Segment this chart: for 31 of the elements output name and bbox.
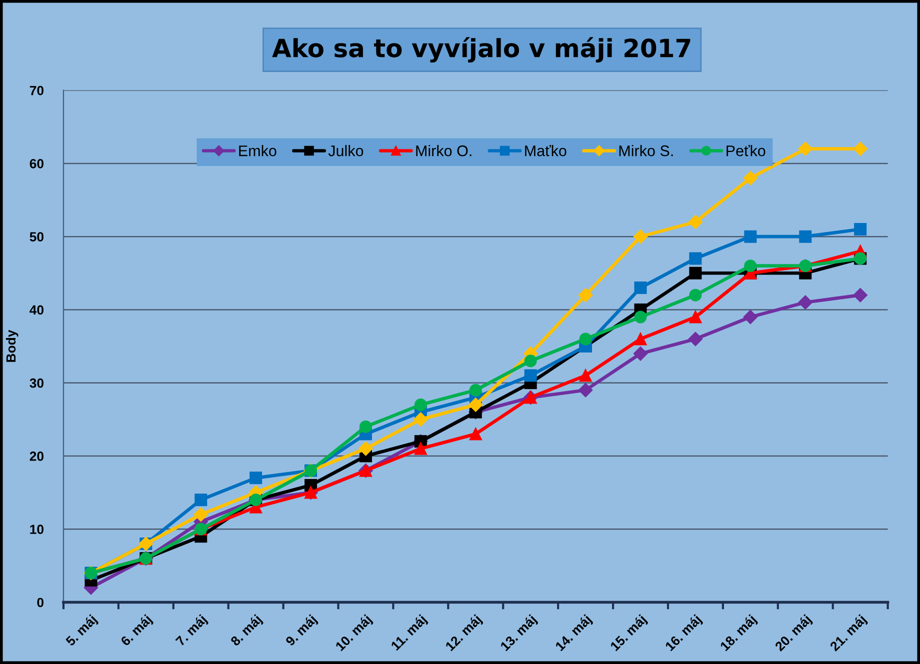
- y-tick-label: 60: [30, 159, 44, 168]
- x-tick-label: 7. máj: [174, 614, 209, 648]
- x-tick-label: 21. máj: [829, 614, 868, 654]
- legend-label: Maťko: [525, 144, 566, 156]
- x-tick-label: 10. máj: [334, 614, 374, 654]
- x-tick-label: 11. máj: [390, 614, 429, 653]
- y-tick-label: 70: [30, 86, 44, 96]
- y-tick-label: 20: [30, 452, 44, 461]
- x-tick-label: 13. máj: [500, 614, 539, 654]
- y-tick-label: 10: [30, 524, 44, 534]
- legend-label: Mirko O.: [416, 145, 472, 156]
- x-tick-label: 8. máj: [230, 614, 264, 648]
- x-tick-label: 16. máj: [664, 614, 704, 654]
- y-tick-label: 0: [37, 598, 44, 608]
- legend-label: Mirko S.: [619, 145, 673, 156]
- x-tick-label: 9. máj: [284, 614, 319, 648]
- y-axis-title: Body: [6, 330, 18, 362]
- y-tick-label: 40: [30, 305, 44, 315]
- y-tick-label: 50: [30, 232, 44, 242]
- legend-label: Emko: [239, 145, 276, 156]
- legend-label: Peťko: [726, 144, 766, 156]
- legend-label: Julko: [328, 145, 364, 156]
- y-tick-label: 30: [30, 378, 44, 388]
- x-tick-label: 18. máj: [719, 614, 759, 654]
- x-tick-label: 20. máj: [774, 614, 814, 654]
- x-tick-label: 5. máj: [64, 614, 100, 648]
- x-tick-label: 12. máj: [444, 614, 484, 654]
- x-tick-label: 15. máj: [609, 614, 649, 654]
- chart-title: Ako sa to vyvíjalo v máji 2017: [272, 37, 690, 62]
- x-tick-label: 6. máj: [120, 614, 154, 648]
- x-tick-label: 14. máj: [554, 614, 594, 654]
